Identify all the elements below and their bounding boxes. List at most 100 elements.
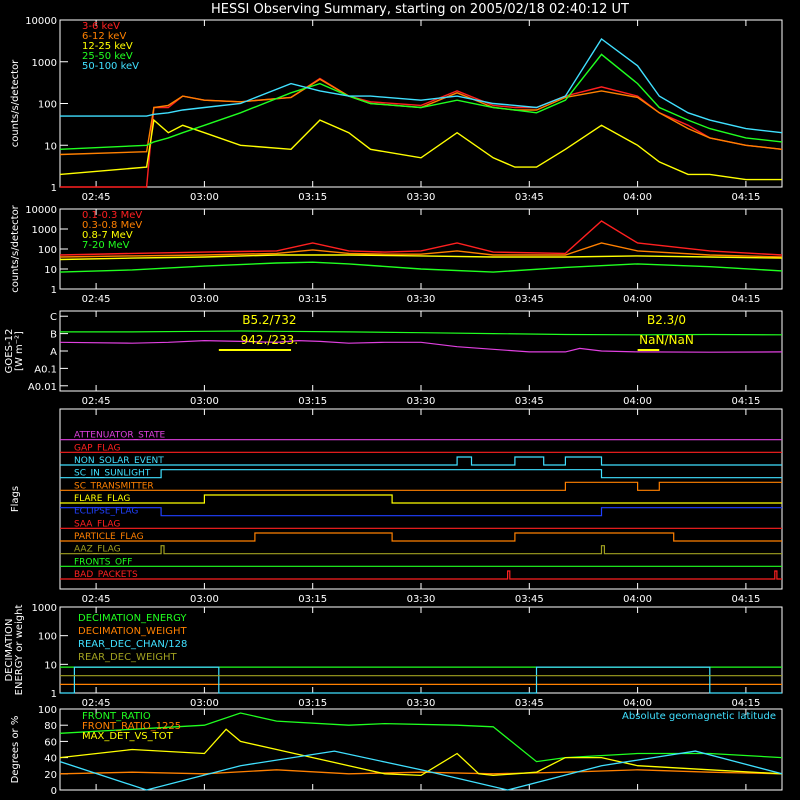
x-tick-label: 03:15	[298, 192, 327, 203]
flag-line	[60, 570, 782, 580]
y-tick-label: 10	[44, 265, 57, 276]
y-tick-label: 80	[44, 721, 57, 732]
x-tick-label: 03:30	[407, 698, 436, 709]
y-tick-label: 1	[51, 183, 57, 194]
legend-entry: 6-12 keV	[82, 31, 126, 42]
x-tick-label: 03:45	[515, 594, 544, 605]
y-tick-label: A0.01	[28, 382, 57, 393]
series-line	[59, 53, 783, 150]
y-tick-label: 60	[44, 737, 57, 748]
x-tick-label: 04:15	[731, 192, 760, 203]
annotation: 942./233.	[241, 333, 298, 347]
y-tick-label: 100	[38, 705, 57, 716]
legend-entry: 3-6 keV	[82, 21, 120, 32]
x-tick-label: 03:00	[190, 594, 219, 605]
y-tick-label: 10000	[25, 205, 57, 216]
flag-line	[60, 545, 782, 555]
panel-hxr_high: 02:45 03:00 03:15 03:30 03:45 04:00 04:15 count…	[10, 204, 783, 305]
x-tick-label: 03:15	[298, 396, 327, 407]
x-tick-label: 03:45	[515, 294, 544, 305]
legend-entry: 0.3-0.8 MeV	[82, 220, 142, 231]
x-tick-label: 03:30	[407, 192, 436, 203]
panels: 02:45 03:00 03:15 03:30 03:45 04:00 04:15 count…	[4, 16, 783, 797]
annotation: B5.2/732	[242, 313, 296, 327]
x-tick-label: 04:15	[731, 594, 760, 605]
y-tick-label: 1000	[32, 58, 57, 69]
x-tick-label: 03:00	[190, 396, 219, 407]
y-axis-label: DECIMATION	[4, 618, 15, 681]
y-tick-label: 1000	[32, 225, 57, 236]
annotation: Absolute geomagnetic latitude	[622, 711, 776, 722]
series-line	[59, 339, 783, 353]
x-tick-label: 03:00	[190, 294, 219, 305]
y-tick-label: 40	[44, 754, 57, 765]
y-tick-label: 10	[44, 141, 57, 152]
series-line	[59, 261, 783, 273]
series-line	[59, 242, 783, 258]
panel-decimation: 02:45 03:00 03:15 03:30 03:45 04:00 04:15 DECIM…	[4, 603, 783, 709]
panel-frame	[59, 408, 783, 590]
panel-frame	[59, 208, 783, 290]
y-tick-label: 1000	[32, 603, 57, 614]
panel-flags: 02:45 03:00 03:15 03:30 03:45 04:00 04:15 Flags…	[10, 408, 783, 605]
y-tick-label: B	[50, 330, 57, 341]
y-axis-label: Flags	[10, 486, 21, 512]
annotation: B2.3/0	[647, 313, 686, 327]
y-axis-label: GOES-12	[4, 329, 15, 374]
x-tick-label: 03:00	[190, 192, 219, 203]
flag-line	[60, 494, 782, 504]
flag-label: SC_TRANSMITTER	[74, 481, 154, 491]
x-tick-label: 03:00	[190, 698, 219, 709]
x-tick-label: 04:15	[731, 396, 760, 407]
legend-entry: 25-50 keV	[82, 51, 133, 62]
flag-label: SAA_FLAG	[74, 519, 120, 529]
legend-entry: FRONT_RATIO	[82, 711, 151, 722]
y-axis-label: counts/s/detector	[10, 59, 21, 147]
legend-entry: 12-25 keV	[82, 41, 133, 52]
flag-line	[60, 481, 782, 491]
flag-label: SC_IN_SUNLIGHT	[74, 469, 151, 479]
y-axis-label: Degrees or %	[10, 716, 21, 784]
x-tick-label: 03:45	[515, 192, 544, 203]
legend-entry: 7-20 MeV	[82, 240, 130, 251]
y-tick-label: 10	[44, 660, 57, 671]
flag-label: PARTICLE_FLAG	[74, 532, 144, 542]
series-line	[60, 37, 783, 134]
flag-line	[60, 456, 782, 466]
flag-label: NON_SOLAR_EVENT	[74, 456, 164, 466]
y-tick-label: 1	[51, 689, 57, 700]
x-tick-label: 04:00	[623, 698, 652, 709]
x-tick-label: 04:00	[623, 294, 652, 305]
y-tick-label: 100	[38, 632, 57, 643]
series-line	[59, 728, 783, 777]
x-tick-label: 02:45	[82, 396, 111, 407]
series-line	[59, 118, 782, 181]
series-line	[60, 330, 783, 336]
y-tick-label: 1	[51, 285, 57, 296]
flag-label: FRONTS_OFF	[74, 557, 132, 567]
x-tick-label: 03:45	[515, 698, 544, 709]
panel-goes: 02:45 03:00 03:15 03:30 03:45 04:00 04:15 GOES-…	[4, 310, 783, 407]
y-tick-label: 100	[38, 100, 57, 111]
chart-title: HESSI Observing Summary, starting on 200…	[211, 2, 629, 17]
x-tick-label: 02:45	[82, 294, 111, 305]
y-axis-label-2: [W m⁻²]	[14, 331, 25, 371]
flag-label: FLARE_FLAG	[74, 494, 130, 504]
x-tick-label: 03:30	[407, 396, 436, 407]
x-tick-label: 04:00	[623, 396, 652, 407]
y-tick-label: 100	[38, 245, 57, 256]
x-tick-label: 02:45	[82, 192, 111, 203]
flag-label: BAD_PACKETS	[74, 570, 138, 580]
y-tick-label: A0.1	[34, 364, 57, 375]
legend-entry: DECIMATION_WEIGHT	[78, 626, 187, 637]
flag-line	[60, 532, 782, 542]
x-tick-label: 04:00	[623, 594, 652, 605]
legend-entry: FRONT_RATIO_1225	[82, 721, 181, 732]
x-tick-label: 02:45	[82, 698, 111, 709]
legend-entry: 50-100 keV	[82, 61, 139, 72]
series-line	[59, 78, 783, 156]
x-tick-label: 03:15	[298, 594, 327, 605]
legend-entry: REAR_DEC_WEIGHT	[78, 652, 177, 663]
x-tick-label: 04:15	[731, 294, 760, 305]
series-line	[59, 769, 783, 775]
